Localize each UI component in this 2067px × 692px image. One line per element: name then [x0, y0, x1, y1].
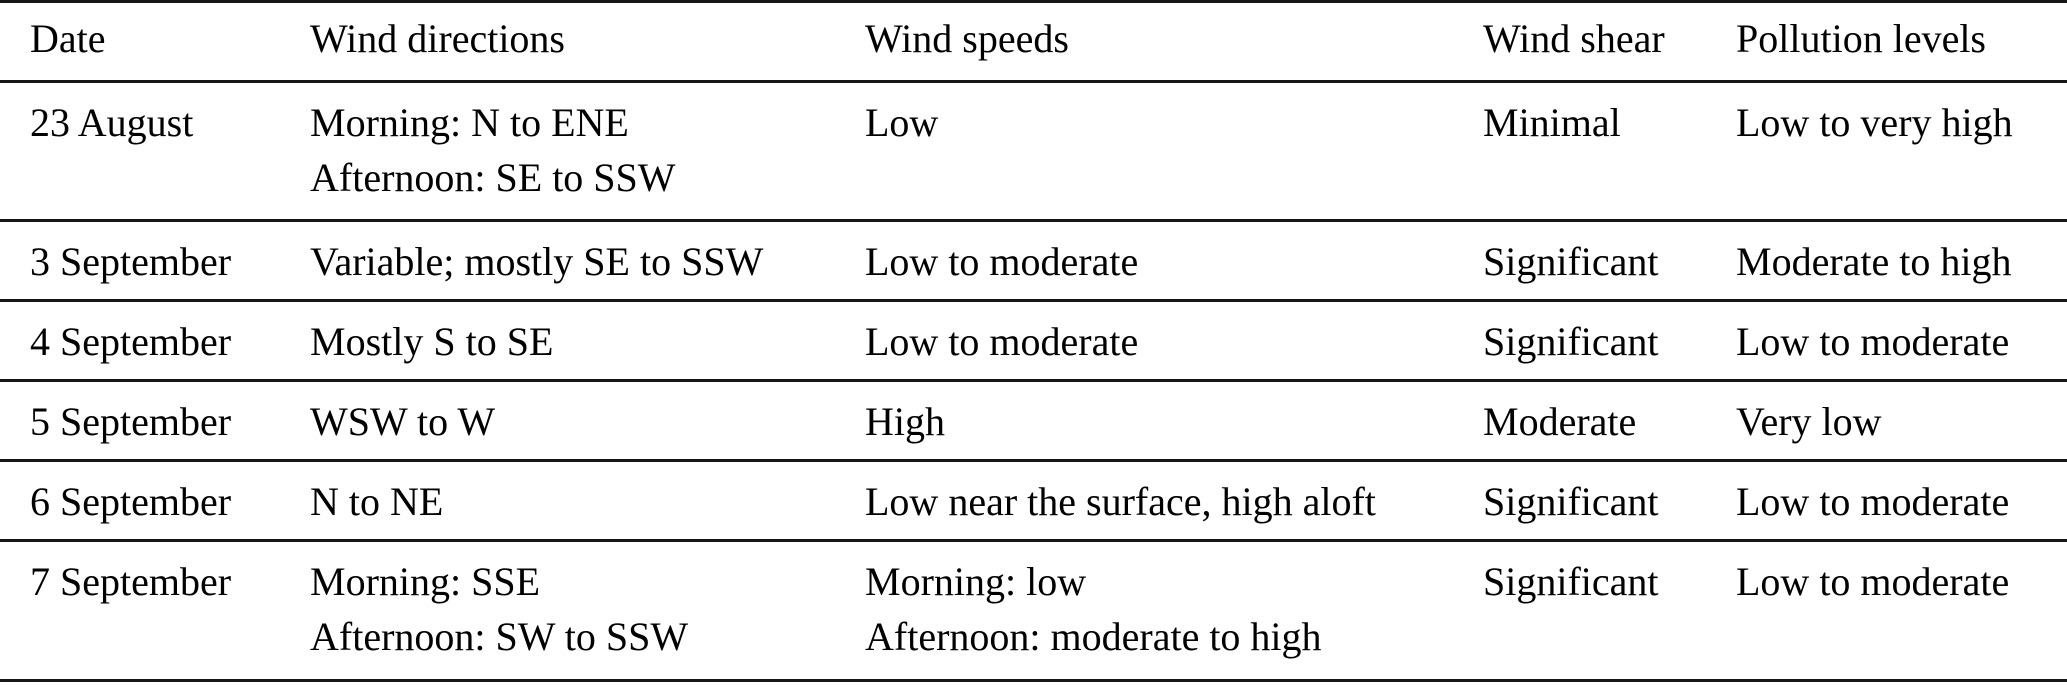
cell-date: 4 September [30, 319, 232, 364]
cell-wind-speeds: Low to moderate [865, 319, 1139, 364]
column-header-wind-speeds: Wind speeds [865, 16, 1069, 61]
column-header-pollution-levels: Pollution levels [1736, 16, 1986, 61]
column-header-date: Date [30, 16, 106, 61]
cell-wind-directions: Morning: SSE Afternoon: SW to SSW [310, 559, 689, 659]
table-row: 6 September N to NE Low near the surface… [0, 461, 2067, 541]
cell-wind-directions: N to NE [310, 479, 444, 524]
cell-wind-speeds: Low [865, 100, 939, 145]
cell-pollution-levels: Low to moderate [1736, 479, 2010, 524]
cell-pollution-levels: Very low [1736, 399, 1882, 444]
cell-wind-speeds: Morning: low Afternoon: moderate to high [865, 559, 1322, 659]
cell-wind-directions: Variable; mostly SE to SSW [310, 239, 764, 284]
header-row: Date Wind directions Wind speeds Wind sh… [0, 1, 2067, 82]
column-header-wind-directions: Wind directions [310, 16, 565, 61]
table-row: 7 September Morning: SSE Afternoon: SW t… [0, 541, 2067, 681]
cell-wind-speeds: High [865, 399, 945, 444]
table-header: Date Wind directions Wind speeds Wind sh… [0, 1, 2067, 82]
table-row: 4 September Mostly S to SE Low to modera… [0, 301, 2067, 381]
table-row: 5 September WSW to W High Moderate Very … [0, 381, 2067, 461]
cell-pollution-levels: Low to moderate [1736, 559, 2010, 604]
cell-date: 23 August [30, 100, 194, 145]
table-row: 3 September Variable; mostly SE to SSW L… [0, 221, 2067, 301]
cell-wind-speeds: Low to moderate [865, 239, 1139, 284]
cell-date: 7 September [30, 559, 232, 604]
cell-date: 6 September [30, 479, 232, 524]
cell-wind-directions: WSW to W [310, 399, 496, 444]
column-header-wind-shear: Wind shear [1483, 16, 1665, 61]
cell-wind-shear: Significant [1483, 239, 1659, 284]
cell-wind-speeds: Low near the surface, high aloft [865, 479, 1376, 524]
table-body: 23 August Morning: N to ENE Afternoon: S… [0, 82, 2067, 681]
cell-wind-shear: Minimal [1483, 100, 1621, 145]
cell-wind-directions: Morning: N to ENE Afternoon: SE to SSW [310, 100, 676, 200]
cell-pollution-levels: Low to very high [1736, 100, 2013, 145]
cell-wind-shear: Significant [1483, 559, 1659, 604]
cell-date: 3 September [30, 239, 232, 284]
cell-date: 5 September [30, 399, 232, 444]
cell-pollution-levels: Moderate to high [1736, 239, 2012, 284]
table-row: 23 August Morning: N to ENE Afternoon: S… [0, 82, 2067, 221]
cell-wind-shear: Significant [1483, 319, 1659, 364]
cell-pollution-levels: Low to moderate [1736, 319, 2010, 364]
cell-wind-directions: Mostly S to SE [310, 319, 554, 364]
cell-wind-shear: Moderate [1483, 399, 1637, 444]
cell-wind-shear: Significant [1483, 479, 1659, 524]
